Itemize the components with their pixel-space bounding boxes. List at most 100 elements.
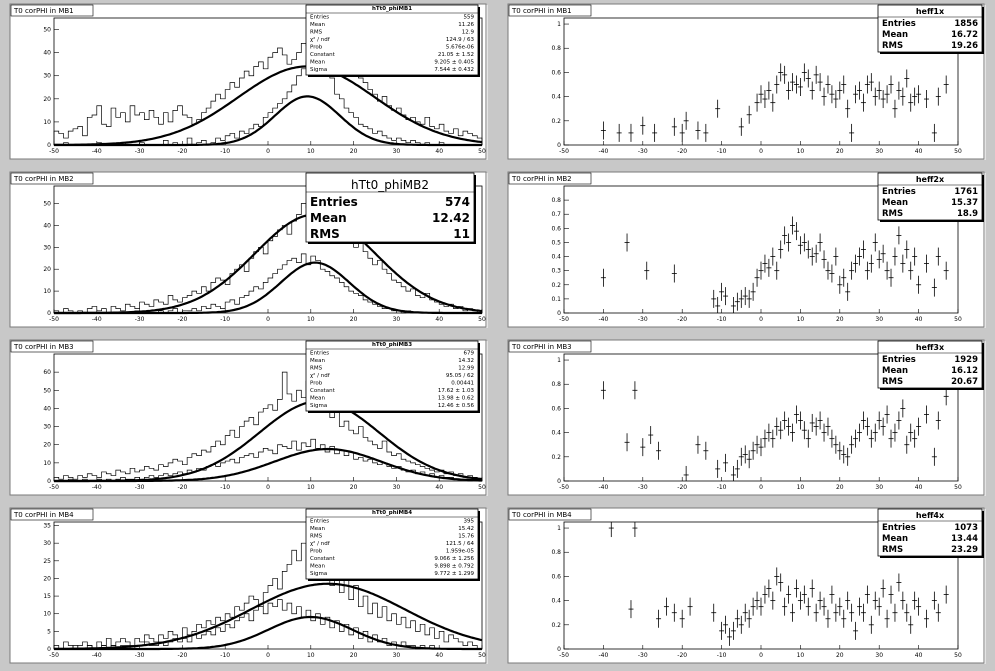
x-tick-label: 30 [875,316,883,323]
stats-row-value: 23.29 [951,545,978,555]
stats-row-value: 9.205 ± 0.405 [434,60,474,66]
fit-curve-2 [54,447,482,483]
x-tick-label: -40 [598,652,608,659]
x-tick-label: 30 [393,484,401,491]
panel-1: T0 corPHI in MB1 -50 -40 -30 -20 -10 0 10 20 30 40… [9,3,488,160]
y-tick-label: 0.5 [551,239,561,246]
stats-row-value: 679 [464,351,475,357]
y-tick-label: 0.3 [551,268,561,275]
y-tick-label: 30 [43,73,51,80]
x-tick-label: -50 [559,316,569,323]
stats-row-value: 13.98 ± 0.62 [438,396,474,402]
stats-row-value: 1761 [954,187,978,197]
stats-row-value: 95.05 / 62 [446,373,474,379]
y-tick-label: 20 [43,575,51,582]
panel-title-box: T0 corPHI in MB3 [10,340,94,353]
stats-row-value: 559 [464,15,475,21]
x-tick-label: 20 [836,652,844,659]
y-tick-label: 40 [43,405,51,412]
stats-row-label: RMS [882,41,903,51]
stats-row-value: 9.898 ± 0.792 [434,564,474,570]
x-tick-label: -10 [717,148,727,155]
stats-box-name: heff1x [916,7,945,16]
y-tick-label: 0.4 [551,598,561,605]
x-tick-label: 40 [915,484,923,491]
x-tick-label: 50 [954,316,962,323]
panel-6: T0 corPHI in MB3-50 -40 -30 -20 -10 0 10 20 30 40… [507,339,986,496]
stats-row-value: 12.9 [462,30,475,36]
x-tick-label: 10 [797,316,805,323]
stats-box: hTt0_phiMB1 Entries 559 Mean 11.26 RMS 12.9 χ² … [305,4,480,77]
x-tick-label: 30 [875,652,883,659]
x-tick-label: 20 [350,652,358,659]
stats-row-label: RMS [310,366,323,372]
stats-row-label: Prob [310,45,323,51]
stats-row-label: Mean [310,526,325,532]
stats-row-label: Sigma [310,571,327,577]
panel-title-box: T0 corPHI in MB2 [10,172,94,185]
stats-row-label: Entries [882,187,916,197]
stats-row-label: Mean [310,564,325,570]
stats-box-frame [305,172,475,243]
panel-7: T0 corPHI in MB4 -50 -40 -30 -20 -10 0 10 20 30 40… [9,507,488,664]
stats-row-label: RMS [882,209,903,219]
x-tick-label: 50 [478,652,486,659]
x-tick-label: 40 [435,652,443,659]
panel-title-box: T0 corPHI in MB4 [10,508,94,521]
panel-title-box: T0 corPHI in MB2 [508,172,592,185]
y-tick-label: 30 [43,424,51,431]
x-tick-label: -10 [717,316,727,323]
histogram-hist-a [53,371,483,481]
x-tick-label: -10 [220,316,230,323]
x-tick-label: -40 [598,148,608,155]
histogram-hist-a [53,542,482,650]
stats-row-label: RMS [310,30,323,36]
x-tick-label: 50 [954,148,962,155]
stats-box-frame [305,508,479,580]
x-tick-label: 30 [393,148,401,155]
x-tick-label: -20 [177,652,187,659]
x-tick-label: -30 [135,148,145,155]
stats-row-label: Mean [310,60,325,66]
x-tick-label: 10 [797,148,805,155]
stats-box-frame [877,172,983,221]
x-tick-label: 40 [435,148,443,155]
y-tick-label: 0.2 [551,118,561,125]
stats-row-value: 574 [445,195,470,209]
x-tick-label: -20 [677,148,687,155]
stats-box-frame [877,340,983,389]
stats-row-value: 0.00441 [451,381,474,387]
y-tick-label: 50 [43,387,51,394]
stats-row-label: Mean [882,534,908,544]
panel-title: T0 corPHI in MB4 [13,511,74,519]
panel-title-frame [508,340,592,353]
stats-row-value: 9.066 ± 1.256 [434,556,474,562]
panel-title-frame [508,4,592,17]
x-tick-label: 50 [954,484,962,491]
y-tick-label: 1 [557,21,561,28]
histogram-hist-a [53,29,483,145]
stats-row-value: 11 [453,227,470,241]
x-tick-label: -50 [559,652,569,659]
stats-row-label: Entries [310,195,358,209]
panel-8: T0 corPHI in MB4-50 -40 -30 -20 -10 0 10 20 30 40… [507,507,986,664]
x-tick-label: -30 [638,484,648,491]
y-tick-label: 50 [43,27,51,34]
x-tick-label: 0 [266,316,270,323]
y-tick-label: 0.6 [551,69,561,76]
y-tick-label: 60 [43,369,51,376]
stats-row-value: 17.62 ± 1.03 [438,388,475,394]
y-tick-label: 0.8 [551,549,561,556]
panel-4: T0 corPHI in MB2 -50 -40 -30 -20 -10 0 10 20 30 40… [507,171,986,328]
stats-row-value: 21.05 ± 1.52 [438,52,474,58]
histogram-hist-a [53,198,482,314]
x-tick-label: -20 [677,652,687,659]
stats-row-label: RMS [882,377,903,387]
stats-row-value: 16.72 [951,30,978,40]
panel-title-frame [10,4,94,17]
x-tick-label: -40 [92,148,102,155]
x-tick-label: -30 [135,652,145,659]
y-tick-label: 0.2 [551,454,561,461]
